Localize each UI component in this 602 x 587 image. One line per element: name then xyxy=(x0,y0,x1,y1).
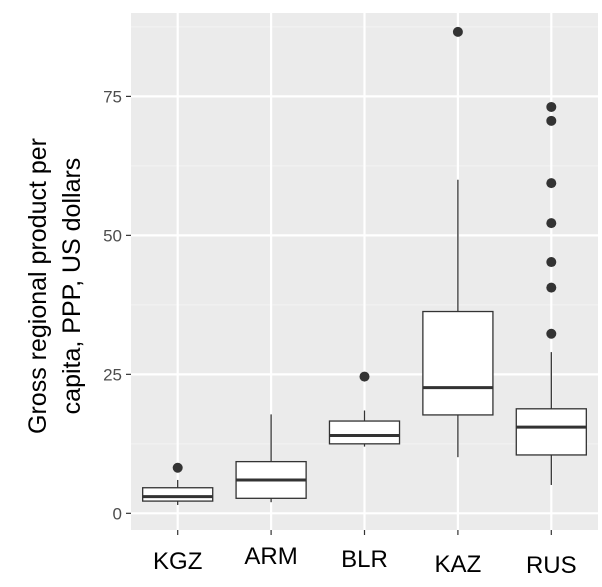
y-tick-label: 0 xyxy=(113,504,122,523)
box-blr xyxy=(328,371,401,447)
y-tick-label: 75 xyxy=(103,87,122,106)
x-tick-label: BLR xyxy=(341,546,388,573)
box-arm xyxy=(235,414,307,503)
x-tick-label: RUS xyxy=(526,552,577,579)
outlier-point xyxy=(546,328,557,339)
y-axis-ticks: 0 25 50 75 xyxy=(103,87,131,523)
outlier-point xyxy=(546,178,557,189)
x-axis-ticks: KGZ ARM BLR KAZ RUS xyxy=(153,530,577,579)
box-rus xyxy=(515,101,587,485)
box-iqr xyxy=(515,408,587,456)
box-iqr xyxy=(328,420,401,445)
box-kaz xyxy=(422,26,494,458)
boxes xyxy=(142,26,587,505)
outlier-point xyxy=(546,115,557,126)
outlier-point xyxy=(452,26,463,37)
outlier-point xyxy=(546,218,557,229)
y-tick-label: 25 xyxy=(103,365,122,384)
outlier-point xyxy=(546,257,557,268)
outlier-point xyxy=(546,282,557,293)
box-iqr xyxy=(422,310,494,416)
y-axis-title-line-2: capita, PPP, US dollars xyxy=(58,158,86,415)
box-kgz xyxy=(142,462,214,505)
y-axis-title-line-1: Gross regional product per xyxy=(24,138,52,434)
box-iqr xyxy=(142,487,214,502)
x-tick-label: KAZ xyxy=(435,551,482,578)
outlier-point xyxy=(359,371,370,382)
outlier-point xyxy=(546,101,557,112)
outlier-point xyxy=(172,462,183,473)
y-tick-label: 50 xyxy=(103,226,122,245)
x-tick-label: ARM xyxy=(244,543,297,570)
x-tick-label: KGZ xyxy=(153,548,202,575)
